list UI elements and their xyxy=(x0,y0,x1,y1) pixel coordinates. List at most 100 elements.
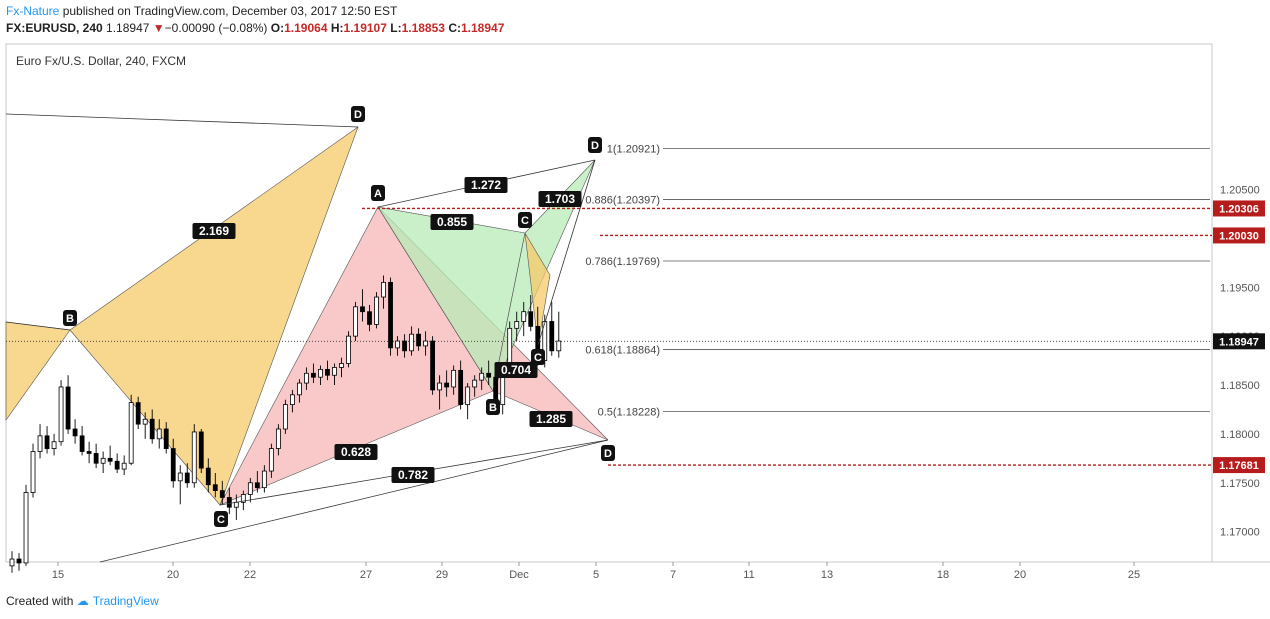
candle xyxy=(268,448,274,472)
candle xyxy=(289,394,295,405)
candle xyxy=(198,431,204,469)
candle xyxy=(416,333,421,347)
trend-line xyxy=(537,159,596,346)
candle xyxy=(528,311,534,327)
candle xyxy=(486,372,492,378)
candle xyxy=(479,372,485,381)
x-tick-label: 20 xyxy=(167,569,179,581)
ratio-label: 0.704 xyxy=(501,363,531,377)
tradingview-link[interactable]: TradingView xyxy=(92,594,159,608)
close-value: 1.18947 xyxy=(460,21,505,35)
pattern-point-badge xyxy=(351,106,365,122)
ratio-badge xyxy=(538,191,582,207)
candle xyxy=(23,492,29,564)
x-tick-label: 11 xyxy=(743,569,754,581)
fib-label: 0.786(1.19769) xyxy=(585,256,660,268)
down-arrow-icon: ▼ xyxy=(152,21,165,35)
candle xyxy=(44,435,50,449)
candle xyxy=(233,501,239,508)
fib-label: 0.886(1.20397) xyxy=(585,195,660,207)
x-tick-label: 29 xyxy=(436,569,448,581)
candle xyxy=(37,435,43,452)
ratio-label: 0.782 xyxy=(398,468,428,482)
x-tick-label: 5 xyxy=(593,569,599,581)
pattern-point-label: B xyxy=(66,313,74,325)
pattern-point-label: C xyxy=(521,215,529,227)
pattern-point-label: A xyxy=(374,188,382,200)
candle xyxy=(30,451,36,493)
candle xyxy=(430,340,436,391)
candle xyxy=(184,472,190,484)
footer: Created with ☁ TradingView xyxy=(6,594,159,608)
candle xyxy=(58,386,64,443)
candle xyxy=(275,428,281,449)
candle xyxy=(226,497,232,508)
pattern-point-badge xyxy=(214,511,228,527)
candle xyxy=(114,460,120,470)
low-value: 1.18853 xyxy=(401,21,445,35)
candle xyxy=(212,484,218,492)
ratio-label: 0.855 xyxy=(437,215,467,229)
candle xyxy=(72,428,78,437)
pattern-point-badge xyxy=(486,399,500,415)
x-tick-label: 27 xyxy=(360,569,372,581)
pattern-point-label: D xyxy=(591,140,599,152)
ratio-badge xyxy=(334,444,378,460)
candle xyxy=(402,340,407,352)
candle xyxy=(240,494,246,503)
candle xyxy=(451,369,457,388)
candle xyxy=(9,558,15,567)
ratio-badge xyxy=(464,177,508,193)
price-label-badge xyxy=(1213,200,1265,217)
pattern-point-label: D xyxy=(354,109,362,121)
candle xyxy=(374,296,379,325)
pattern-point-label: C xyxy=(534,352,542,364)
candle xyxy=(156,428,162,440)
candle xyxy=(346,335,351,364)
candle xyxy=(261,470,267,489)
candle xyxy=(135,402,141,425)
pattern-point-label: B xyxy=(489,402,497,414)
candle xyxy=(128,402,134,464)
ratio-badge xyxy=(430,214,474,230)
candle xyxy=(332,367,337,376)
tradingview-logo-icon: ☁ xyxy=(76,594,89,608)
candle xyxy=(381,281,386,298)
candle xyxy=(465,386,471,405)
candle xyxy=(395,340,400,349)
candle xyxy=(100,457,106,464)
x-tick-label: 20 xyxy=(1014,569,1026,581)
candle xyxy=(254,482,260,489)
x-tick-label: Dec xyxy=(509,569,529,581)
price-label-text: 1.18947 xyxy=(1219,336,1259,348)
author-link[interactable]: Fx-Nature xyxy=(6,4,60,18)
symbol-label: FX:EURUSD, 240 xyxy=(6,21,103,35)
candle xyxy=(51,441,57,449)
trend-line xyxy=(5,321,71,331)
chart-title: Euro Fx/U.S. Dollar, 240, FXCM xyxy=(16,54,186,68)
open-label: O: xyxy=(270,21,285,35)
candle xyxy=(444,382,450,388)
price-label-text: 1.17681 xyxy=(1219,460,1259,472)
created-with-label: Created with xyxy=(6,594,74,608)
pattern-point-badge xyxy=(531,349,545,365)
candle xyxy=(437,382,443,391)
y-tick-label: 1.17500 xyxy=(1220,478,1260,490)
pattern-point-badge xyxy=(601,445,615,461)
candle xyxy=(86,451,92,454)
candle xyxy=(79,435,85,452)
high-value: 1.19107 xyxy=(343,21,387,35)
pattern-point-badge xyxy=(518,212,532,228)
last-price: 1.18947 xyxy=(106,21,150,35)
x-tick-label: 25 xyxy=(1128,569,1140,581)
candle xyxy=(16,558,22,564)
candle xyxy=(247,482,253,495)
candle xyxy=(297,382,302,396)
y-tick-label: 1.19500 xyxy=(1220,282,1260,294)
candle xyxy=(367,311,372,325)
price-label-badge xyxy=(1213,333,1265,350)
trend-line xyxy=(5,113,359,128)
x-tick-label: 13 xyxy=(821,569,833,581)
ratio-label: 1.272 xyxy=(471,178,501,192)
